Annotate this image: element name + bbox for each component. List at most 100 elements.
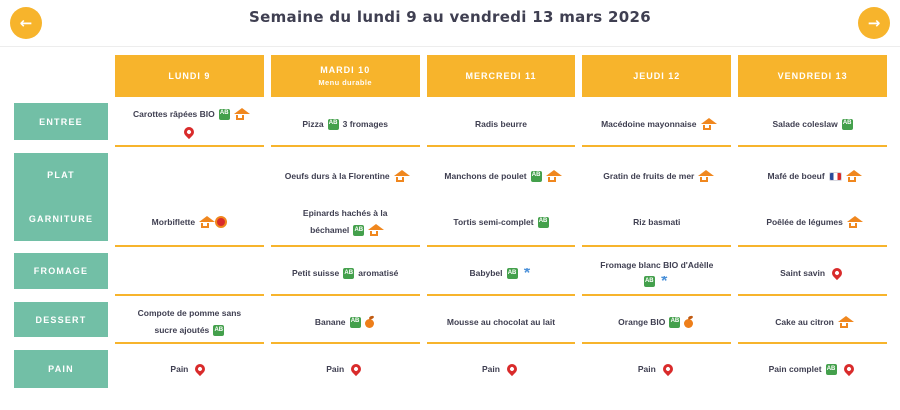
arrow-right-icon: →: [867, 14, 881, 32]
cell-jeudi-fromage: Fromage blanc BIO d'Adèlle AB *: [582, 253, 732, 296]
dish-text: Mousse au chocolat au lait: [446, 316, 556, 327]
dish-text: Petit suisse: [291, 268, 340, 279]
previous-week-button[interactable]: ←: [10, 7, 42, 39]
pin-icon: [504, 361, 520, 376]
bio-icon: AB: [218, 108, 230, 120]
dish-text: Cake au citron: [775, 316, 834, 327]
home-icon: [700, 117, 717, 130]
day-label: LUNDI 9: [168, 71, 211, 81]
dish-text: béchamel: [310, 225, 350, 235]
cell-mardi-fromage: Petit suisse AB aromatisé: [270, 253, 420, 296]
dish: Pain complet AB: [738, 361, 887, 377]
bio-icon: AB: [327, 118, 339, 130]
cell-jeudi-pain: Pain: [582, 350, 731, 389]
cell-lundi-pain: Pain: [115, 350, 264, 389]
dish-text: Macédoine mayonnaise: [601, 118, 697, 129]
bio-icon: AB: [343, 268, 355, 279]
bio-icon: AB: [825, 364, 837, 375]
cell-lundi-fromage: [115, 253, 264, 296]
home-icon: [393, 169, 410, 182]
dish-text: Banane: [314, 316, 346, 327]
bio-icon: AB: [669, 316, 681, 328]
dish-text: Poêlée de légumes: [766, 216, 843, 227]
bio-icon: AB: [349, 316, 361, 328]
dish: Mafé de boeuf: [738, 169, 887, 182]
day-sublabel: Menu durable: [318, 78, 372, 87]
dish: Epinards hachés à la béchamel AB: [271, 208, 420, 236]
day-label: VENDREDI 13: [777, 71, 848, 81]
dish: Saint savin: [738, 265, 887, 281]
dish: Poêlée de légumes: [738, 215, 887, 228]
pin-icon: [182, 124, 197, 139]
dish-text: Pain: [170, 364, 189, 375]
fruit-icon: [684, 319, 694, 328]
home-icon: [233, 107, 250, 120]
row-header-garniture: GARNITURE: [28, 214, 94, 224]
home-icon: [698, 169, 715, 182]
dish: Cake au citron: [738, 315, 887, 328]
day-header-mercredi: MERCREDI 11: [426, 55, 576, 97]
bio-icon: AB: [537, 216, 549, 228]
cell-vendredi-entree: Salade coleslaw AB: [738, 103, 887, 147]
dish: Babybel AB *: [427, 268, 576, 279]
bio-icon: AB: [841, 118, 853, 130]
dish-text: sucre ajoutés: [154, 325, 210, 335]
cell-mercredi-plat-garniture: Manchons de poulet AB Tortis semi-complet…: [426, 153, 576, 247]
cell-vendredi-pain: Pain complet AB: [738, 350, 887, 389]
dish: Petit suisse AB aromatisé: [271, 268, 420, 279]
dish: Mousse au chocolat au lait: [427, 317, 576, 328]
row-header-fromage: FROMAGE: [14, 253, 108, 289]
dish-text: Gratin de fruits de mer: [603, 170, 695, 181]
bio-icon: AB: [643, 276, 655, 288]
dish-text: Morbiflette: [151, 216, 196, 227]
dish-text: aromatisé: [358, 268, 399, 279]
dish-text: Saint savin: [780, 268, 826, 279]
home-icon: [845, 169, 862, 182]
cell-mardi-pain: Pain: [271, 350, 420, 389]
dish: Morbiflette: [115, 215, 264, 228]
dish: Banane AB: [271, 316, 420, 328]
aop-icon: [215, 216, 228, 228]
dish-text: Riz basmati: [633, 216, 681, 227]
menu-grid: LUNDI 9 MARDI 10 Menu durable MERCREDI 1…: [0, 47, 900, 389]
day-header-vendredi: VENDREDI 13: [738, 55, 887, 97]
day-header-mardi: MARDI 10 Menu durable: [270, 55, 420, 97]
cell-mardi-plat-garniture: Oeufs durs à la Florentine Epinards hach…: [270, 153, 420, 247]
dish-text: Epinards hachés à la: [302, 208, 388, 219]
milk-icon: *: [523, 268, 531, 279]
home-icon: [846, 215, 863, 228]
cell-lundi-entree: Carottes râpées BIO AB: [115, 103, 264, 147]
dish: Salade coleslaw AB: [738, 118, 887, 130]
dish: Manchons de poulet AB: [427, 169, 576, 182]
dish-text: Fromage blanc BIO d'Adèlle: [600, 259, 714, 270]
home-icon: [545, 169, 562, 182]
dish-text: 3 fromages: [342, 118, 388, 129]
day-header-lundi: LUNDI 9: [115, 55, 264, 97]
day-label: MERCREDI 11: [465, 71, 537, 81]
row-header-dessert: DESSERT: [14, 302, 108, 337]
dish: Radis beurre: [427, 119, 576, 130]
row-header-plat: PLAT: [47, 170, 75, 180]
cell-mercredi-fromage: Babybel AB *: [426, 253, 576, 296]
cell-vendredi-dessert: Cake au citron: [738, 302, 887, 344]
home-icon: [368, 223, 385, 236]
dish-text: Pain: [482, 364, 500, 375]
dish-text: Pain: [637, 364, 656, 375]
dish-text: Oeufs durs à la Florentine: [284, 170, 390, 181]
dish-text: Salade coleslaw: [772, 118, 838, 129]
next-week-button[interactable]: →: [858, 7, 890, 39]
dish-text: Tortis semi-complet: [453, 216, 534, 227]
cell-vendredi-fromage: Saint savin: [738, 253, 887, 296]
cell-mardi-dessert: Banane AB: [270, 302, 420, 344]
dish-text: Orange BIO: [618, 316, 666, 327]
dish: Pain: [582, 361, 731, 377]
topbar: ← Semaine du lundi 9 au vendredi 13 mars…: [0, 0, 900, 47]
cell-lundi-plat-garniture: Morbiflette: [115, 153, 264, 247]
pin-icon: [193, 361, 208, 376]
row-header-entree: ENTREE: [14, 103, 108, 140]
dish-text: Babybel: [469, 268, 503, 279]
dish-text: Compote de pomme sans: [137, 308, 242, 319]
bio-icon: AB: [213, 324, 225, 336]
cell-mercredi-dessert: Mousse au chocolat au lait: [426, 302, 576, 344]
